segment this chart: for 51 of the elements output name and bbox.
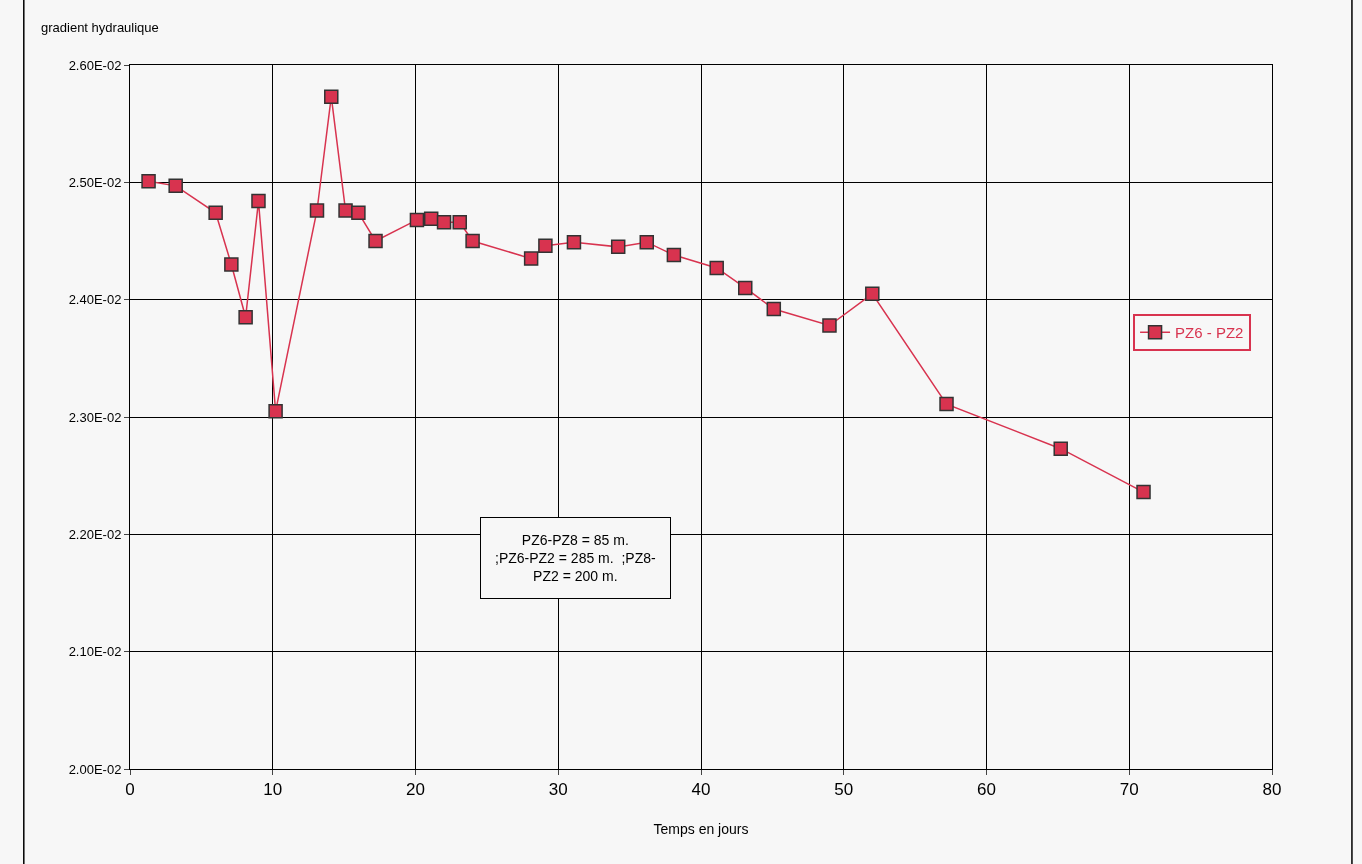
x-tick-label: 50: [834, 780, 854, 800]
x-tick-label: 10: [263, 780, 283, 800]
y-tick-label: 2.00E-02: [68, 761, 122, 777]
point: [224, 257, 239, 272]
point: [465, 233, 480, 249]
point: [208, 205, 223, 221]
y-tick-label: 2.30E-02: [68, 409, 122, 425]
y-tick-label: 2.10E-02: [68, 644, 122, 660]
x-tick-label: 30: [548, 780, 568, 800]
point: [766, 301, 782, 317]
point: [141, 173, 156, 189]
y-tick-label: 2.50E-02: [68, 174, 122, 190]
point: [238, 310, 253, 325]
point: [309, 203, 325, 218]
point: [168, 178, 183, 194]
point: [1136, 484, 1151, 500]
point: [865, 286, 880, 302]
point: [939, 396, 954, 412]
x-tick-label: 80: [1262, 780, 1282, 800]
point: [566, 234, 582, 250]
x-tick-label: 70: [1119, 780, 1139, 800]
point: [409, 212, 425, 228]
point: [666, 247, 682, 263]
point: [423, 211, 439, 226]
point: [436, 214, 452, 230]
y-tick-label: 2.40E-02: [68, 292, 122, 308]
point: [452, 214, 467, 230]
point: [538, 238, 553, 253]
x-tick-label: 40: [691, 780, 711, 800]
x-tick-label: 20: [406, 780, 425, 800]
legend-label: PZ6 - PZ2: [1175, 324, 1244, 342]
x-tick-label: 60: [977, 780, 996, 800]
x-tick-label: 0: [125, 780, 135, 800]
y-tick-label: 2.60E-02: [68, 57, 122, 73]
annotation: PZ6-PZ8 = 85 m. ;PZ6-PZ2 = 285 m. ;PZ8- PZ2 = 200 m.: [495, 532, 656, 585]
point: [523, 251, 539, 266]
point: [368, 233, 383, 249]
y-axis-title: gradient hydraulique: [41, 20, 159, 35]
point: [268, 403, 283, 419]
point: [338, 203, 353, 218]
y-tick-label: 2.20E-02: [68, 526, 122, 542]
point: [709, 260, 724, 276]
point: [1053, 441, 1068, 456]
x-axis-title: Temps en jours: [653, 820, 749, 837]
point: [822, 318, 837, 333]
point: [251, 193, 266, 209]
point: [324, 89, 339, 104]
point: [639, 234, 655, 250]
point: [351, 205, 366, 221]
point: [610, 239, 626, 255]
point: [738, 280, 753, 296]
